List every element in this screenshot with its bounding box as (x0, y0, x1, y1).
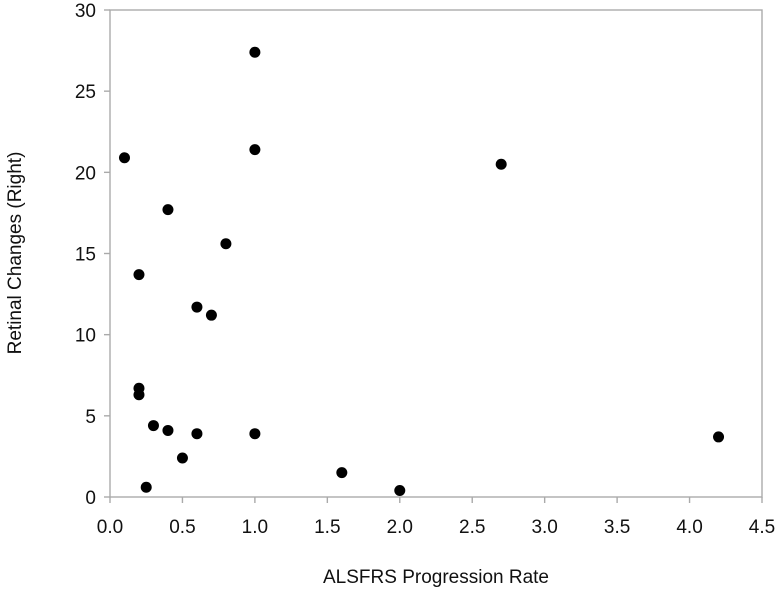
x-tick-label: 3.0 (531, 517, 557, 538)
x-tick-label: 4.5 (749, 517, 775, 538)
data-point (205, 309, 217, 321)
plot-frame (109, 9, 763, 498)
data-point (220, 238, 232, 250)
data-point (713, 431, 725, 443)
y-tick-label: 30 (75, 1, 96, 22)
x-tick-label: 0.5 (169, 517, 195, 538)
x-tick-label: 3.5 (604, 517, 630, 538)
x-axis: 0.0 0.5 1.0 1.5 2.0 2.5 3.0 3.5 4.0 4.5 (97, 497, 775, 538)
data-point (147, 420, 159, 432)
x-tick-label: 1.0 (242, 517, 268, 538)
x-tick-label: 4.0 (676, 517, 702, 538)
x-tick-label: 2.0 (387, 517, 413, 538)
x-tick-label: 0.0 (97, 517, 123, 538)
data-point (191, 428, 203, 440)
x-tick-label: 1.5 (314, 517, 340, 538)
data-point (162, 424, 174, 436)
y-tick-label: 5 (85, 407, 96, 428)
y-tick-label: 10 (75, 326, 96, 347)
data-point (336, 467, 348, 479)
y-tick-label: 20 (75, 163, 96, 184)
data-point (495, 158, 507, 170)
data-point (249, 428, 261, 440)
y-tick-label: 15 (75, 245, 96, 266)
data-point (176, 452, 188, 464)
data-point (394, 485, 406, 497)
x-axis-title: ALSFRS Progression Rate (323, 567, 549, 588)
y-tick-label: 0 (85, 488, 96, 509)
y-axis: 0 5 10 15 20 25 30 (75, 1, 110, 509)
y-tick-label: 25 (75, 82, 96, 103)
data-point (133, 389, 145, 401)
data-point (249, 46, 261, 58)
data-points (118, 46, 725, 497)
data-point (191, 301, 203, 313)
data-point (140, 481, 152, 493)
x-tick-label: 2.5 (459, 517, 485, 538)
y-axis-title: Retinal Changes (Right) (5, 152, 26, 355)
data-point (118, 152, 130, 164)
data-point (162, 204, 174, 216)
data-point (249, 144, 261, 156)
data-point (133, 269, 145, 281)
